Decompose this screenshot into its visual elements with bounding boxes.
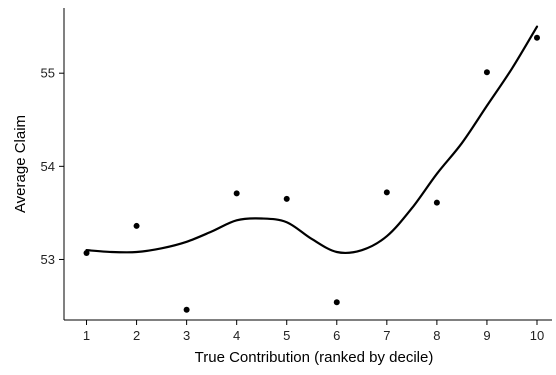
data-point [483, 69, 490, 76]
data-point [183, 306, 190, 313]
x-axis-title: True Contribution (ranked by decile) [195, 349, 434, 366]
y-tick-label: 54 [41, 159, 55, 174]
data-point [383, 189, 390, 196]
x-tick-label: 6 [333, 328, 340, 343]
y-axis-title: Average Claim [12, 115, 29, 213]
x-tick-label: 2 [133, 328, 140, 343]
data-point [283, 195, 290, 202]
data-point [333, 299, 340, 306]
x-tick-label: 10 [530, 328, 544, 343]
smooth-trend-line [85, 25, 539, 255]
x-tick-label: 1 [83, 328, 90, 343]
y-tick-label: 55 [41, 66, 55, 81]
x-tick-label: 7 [383, 328, 390, 343]
x-tick-label: 3 [183, 328, 190, 343]
data-point [233, 190, 240, 197]
data-point [83, 249, 90, 256]
x-tick-label: 8 [433, 328, 440, 343]
plot-area [83, 25, 540, 313]
data-point [533, 34, 540, 41]
y-tick-label: 53 [41, 252, 55, 267]
data-point [133, 222, 140, 229]
x-tick-label: 9 [483, 328, 490, 343]
x-tick-label: 4 [233, 328, 240, 343]
x-tick-label: 5 [283, 328, 290, 343]
data-point [433, 199, 440, 206]
axes: 1 2 3 4 5 6 7 8 9 10 53 54 55 [41, 8, 552, 343]
